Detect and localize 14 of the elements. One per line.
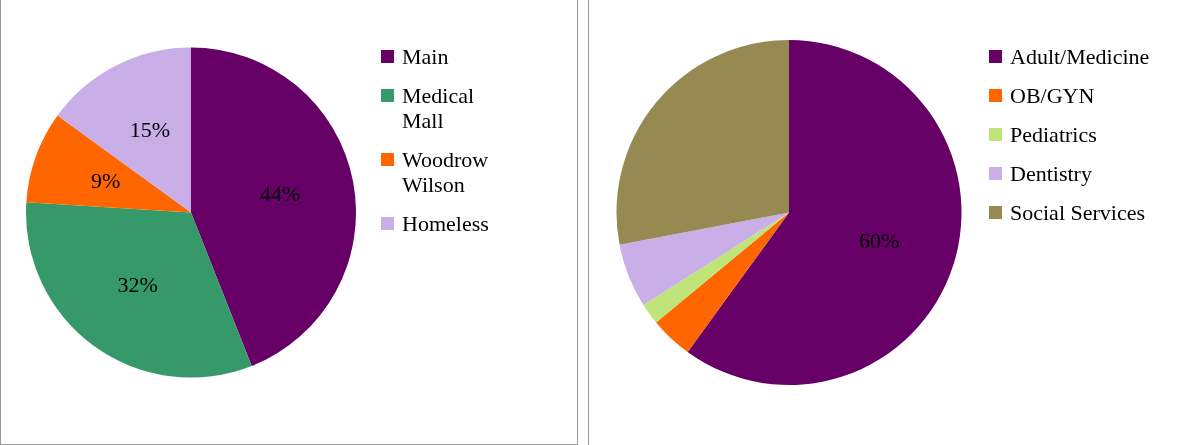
data-label: 44%: [259, 181, 301, 207]
legend-label: Social Services: [1010, 200, 1146, 225]
data-label: 9%: [90, 167, 121, 193]
legend-label: Main: [402, 44, 449, 69]
legend-label: OB/GYN: [1010, 83, 1095, 108]
data-label: 32%: [117, 271, 158, 297]
legend-label: Adult/Medicine: [1010, 44, 1150, 69]
legend-label: Medical Mall: [402, 83, 476, 133]
data-label: 60%: [859, 227, 900, 253]
legend-label: Homeless: [402, 211, 489, 236]
legend-label: Woodrow Wilson: [402, 147, 490, 197]
legend-label: Pediatrics: [1010, 122, 1097, 147]
data-label: 15%: [129, 117, 170, 143]
legend-label: Dentistry: [1010, 161, 1092, 186]
